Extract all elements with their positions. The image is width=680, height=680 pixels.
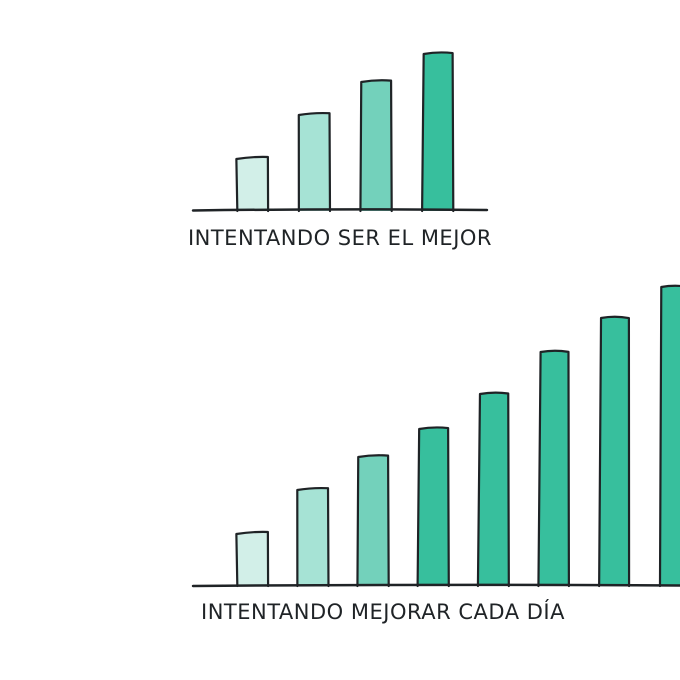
chart-trying-to-be-the-best: INTENTANDO SER EL MEJOR: [188, 51, 492, 250]
bar-outline-2-3: [356, 454, 390, 588]
bar-2-2: [297, 488, 329, 586]
bars-group-2: [235, 284, 680, 588]
bar-outline-1-2: [297, 111, 332, 213]
caption-1: INTENTANDO SER EL MEJOR: [188, 226, 492, 250]
bar-2-6: [538, 350, 569, 586]
bar-outline-2-2: [296, 486, 330, 588]
bar-2-1: [236, 531, 269, 586]
bar-outline-1-3: [359, 79, 393, 213]
bar-outline-1-1: [235, 155, 270, 213]
bar-2-5: [477, 392, 509, 586]
bar-outline-2-6: [537, 349, 570, 588]
bar-2-7: [599, 316, 630, 586]
bar-outline-2-1: [235, 530, 270, 588]
bar-2-8: [659, 285, 680, 586]
baseline-2: [191, 583, 680, 588]
bar-1-2: [298, 113, 330, 211]
caption-2: INTENTANDO MEJORAR CADA DÍA: [201, 599, 565, 624]
baseline-1: [191, 208, 489, 212]
bar-outline-2-8: [658, 284, 680, 588]
bar-2-3: [357, 455, 389, 586]
chart-trying-to-improve-every-day: INTENTANDO MEJORAR CADA DÍA: [191, 284, 680, 624]
bar-outline-1-4: [420, 51, 455, 213]
bar-outline-2-7: [598, 315, 631, 588]
bar-1-4: [422, 52, 454, 211]
bar-outline-2-5: [476, 391, 510, 588]
bar-1-3: [360, 80, 392, 211]
bar-outline-2-4: [416, 426, 450, 588]
bars-group-1: [235, 51, 455, 213]
bar-1-1: [236, 156, 269, 211]
bar-2-4: [417, 427, 449, 586]
